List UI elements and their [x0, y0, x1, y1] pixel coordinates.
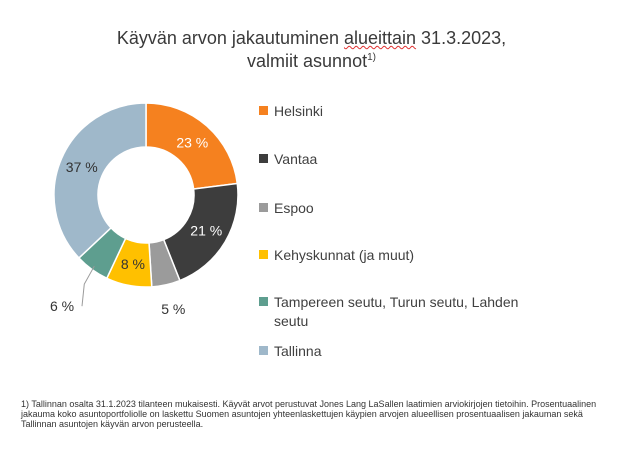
- legend-swatch-tampereen-seutu: [259, 297, 268, 306]
- legend-swatch-kehyskunnat: [259, 250, 268, 259]
- footnote-marker: 1): [367, 52, 376, 63]
- legend-item-vantaa: Vantaa: [259, 150, 317, 169]
- slice-tallinna: [53, 102, 147, 260]
- legend-item-helsinki: Helsinki: [259, 102, 323, 121]
- legend-label-espoo: Espoo: [274, 200, 314, 216]
- data-label-helsinki: 23 %: [176, 134, 208, 150]
- legend-swatch-helsinki: [259, 106, 268, 115]
- slice-vantaa: [162, 182, 239, 282]
- legend-item-tampereen-seutu: Tampereen seutu, Turun seutu, Lahden seu…: [259, 293, 539, 331]
- data-label-tampereen-seutu-turun-seutu-lahden-seutu: 6 %: [50, 298, 74, 314]
- legend-label-helsinki: Helsinki: [274, 103, 324, 119]
- leader-line-tampereen-seutu-turun-seutu-lahden-seutu: [81, 265, 95, 307]
- legend-label-vantaa: Vantaa: [274, 151, 318, 167]
- legend-swatch-tallinna: [259, 346, 268, 355]
- legend-swatch-vantaa: [259, 154, 268, 163]
- legend-swatch-espoo: [259, 203, 268, 212]
- legend-item-kehyskunnat: Kehyskunnat (ja muut): [259, 246, 414, 265]
- data-label-tallinna: 37 %: [66, 159, 98, 175]
- data-label-kehyskunnat-ja-muut: 8 %: [121, 256, 145, 272]
- legend-label-tampereen-seutu: Tampereen seutu, Turun seutu, Lahden seu…: [274, 294, 519, 329]
- legend-item-tallinna: Tallinna: [259, 342, 321, 361]
- legend-label-kehyskunnat: Kehyskunnat (ja muut): [274, 247, 415, 263]
- data-label-espoo: 5 %: [161, 301, 185, 317]
- chart-title-line1: Käyvän arvon jakautuminen alueittain 31.…: [116, 28, 507, 48]
- legend-item-espoo: Espoo: [259, 199, 314, 218]
- data-label-vantaa: 21 %: [190, 223, 222, 239]
- legend-label-tallinna: Tallinna: [274, 343, 322, 359]
- chart-title-line2: valmiit asunnot1): [247, 51, 376, 71]
- footnote: 1) Tallinnan osalta 31.1.2023 tilanteen …: [21, 399, 597, 429]
